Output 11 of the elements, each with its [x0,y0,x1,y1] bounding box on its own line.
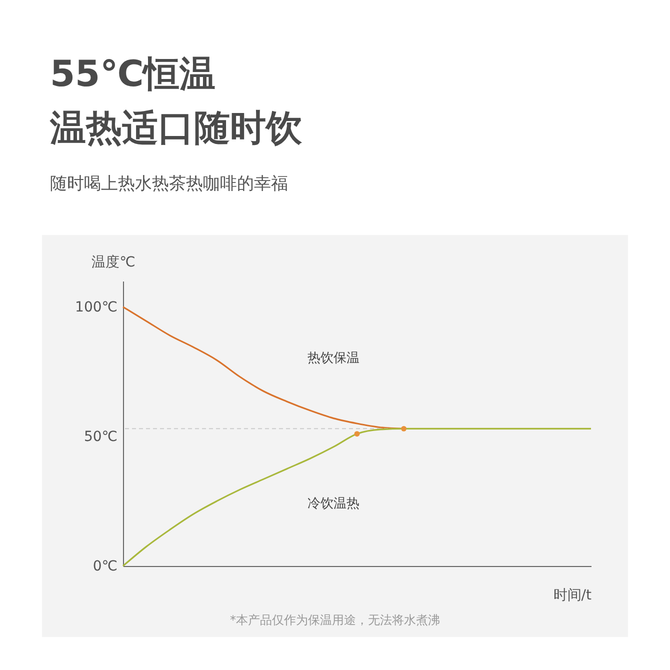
text: 随时喝上热水热茶热咖啡的幸福 [50,173,288,195]
y-tick-label: 50℃ [84,428,118,445]
chart-title: 55℃恒温 [50,53,216,97]
text: *本产品仅作为保温用途，无法将水煮沸 [229,612,441,629]
chart-subtitle: 温热适口随时饮 [50,107,302,151]
x-axis-title: 时间/t [553,588,592,604]
y-axis-title: 温度℃ [92,254,136,270]
y-tick-label: 100℃ [75,299,118,316]
annotation: 热饮保温 [308,350,360,366]
annotation: 冷饮温热 [308,496,360,512]
y-tick-label: 0℃ [92,558,118,574]
